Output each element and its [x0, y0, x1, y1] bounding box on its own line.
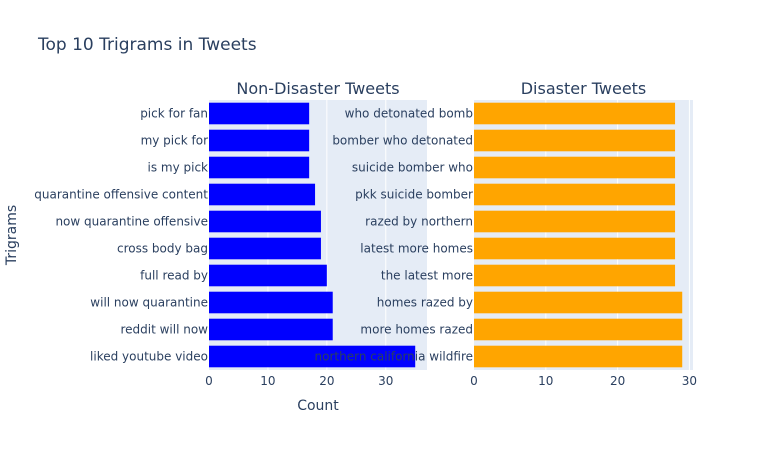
bar	[209, 156, 310, 179]
category-label: my pick for	[141, 134, 208, 148]
category-label: is my pick	[147, 161, 208, 175]
category-label: bomber who detonated	[332, 134, 473, 148]
x-tick-label: 10	[538, 374, 553, 388]
bar	[474, 102, 676, 125]
category-label: northern california wildfire	[315, 350, 473, 364]
x-tick-label: 20	[610, 374, 625, 388]
chart-title: Top 10 Trigrams in Tweets	[37, 35, 257, 55]
category-label: latest more homes	[360, 242, 473, 256]
x-tick-label: 10	[260, 374, 275, 388]
x-axis-title: Count	[297, 398, 339, 414]
bar	[474, 345, 683, 368]
category-label: will now quarantine	[90, 296, 208, 310]
x-tick-label: 0	[205, 374, 213, 388]
category-label: now quarantine offensive	[55, 215, 208, 229]
bar	[474, 183, 676, 206]
category-label: the latest more	[381, 269, 473, 283]
bar	[474, 318, 683, 341]
bar	[474, 129, 676, 152]
y-axis-title: Trigrams	[4, 205, 20, 266]
x-tick-label: 30	[378, 374, 393, 388]
category-label: who detonated bomb	[345, 107, 473, 121]
bar	[209, 129, 310, 152]
subplot-title: Non-Disaster Tweets	[236, 79, 399, 98]
bar	[474, 264, 676, 287]
bar	[209, 264, 327, 287]
bar	[209, 210, 321, 233]
bar	[474, 291, 683, 314]
bar	[209, 102, 310, 125]
bar	[474, 210, 676, 233]
category-label: homes razed by	[377, 296, 473, 310]
category-label: quarantine offensive content	[34, 188, 208, 202]
x-tick-label: 20	[319, 374, 334, 388]
category-label: pick for fan	[140, 107, 208, 121]
x-tick-label: 0	[470, 374, 478, 388]
category-label: razed by northern	[365, 215, 473, 229]
category-label: cross body bag	[117, 242, 208, 256]
bar	[209, 237, 321, 260]
bar	[474, 237, 676, 260]
category-label: reddit will now	[120, 323, 208, 337]
bar	[209, 318, 333, 341]
bar	[209, 291, 333, 314]
category-label: more homes razed	[360, 323, 473, 337]
x-tick-label: 30	[682, 374, 697, 388]
bar	[474, 156, 676, 179]
category-label: suicide bomber who	[352, 161, 473, 175]
bar	[209, 183, 316, 206]
category-label: full read by	[140, 269, 208, 283]
subplot-2: 0 10 20 30 Disaster Tweets who detonated bomb…	[315, 79, 698, 388]
category-label: liked youtube video	[90, 350, 208, 364]
subplot-1: 0 10 20 30 Non-Disaster Tweets pick for fan my…	[34, 79, 427, 388]
subplot-title: Disaster Tweets	[521, 79, 647, 98]
category-label: pkk suicide bomber	[355, 188, 473, 202]
bar	[209, 345, 416, 368]
